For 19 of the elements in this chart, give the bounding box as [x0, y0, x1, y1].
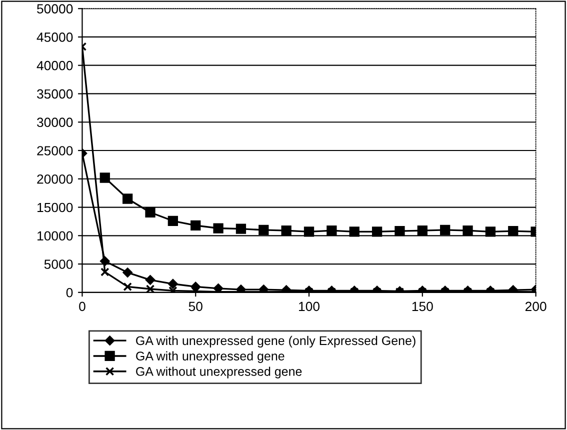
x-tick-label: 150 [412, 302, 433, 312]
x-tick-label: 50 [188, 302, 202, 312]
y-tick-label: 0 [66, 288, 73, 298]
legend-label: GA without unexpressed gene [136, 366, 302, 378]
legend-label: GA with unexpressed gene (only Expressed Gene) [136, 336, 416, 348]
y-tick-label: 5000 [44, 260, 73, 269]
x-tick-label: 100 [299, 302, 320, 312]
y-tick-label: 10000 [38, 231, 73, 241]
x-tick-label: 0 [79, 302, 86, 312]
y-tick-label: 35000 [37, 89, 73, 99]
y-tick-label: 50000 [37, 4, 73, 14]
y-tick-label: 25000 [37, 146, 73, 156]
y-tick-label: 30000 [37, 118, 73, 128]
y-tick-label: 15000 [38, 202, 73, 212]
legend-label: GA with unexpressed gene [136, 351, 284, 363]
y-tick-label: 45000 [36, 32, 73, 42]
x-tick-label: 200 [525, 302, 546, 312]
y-tick-label: 40000 [36, 60, 73, 70]
y-tick-label: 20000 [37, 174, 73, 184]
